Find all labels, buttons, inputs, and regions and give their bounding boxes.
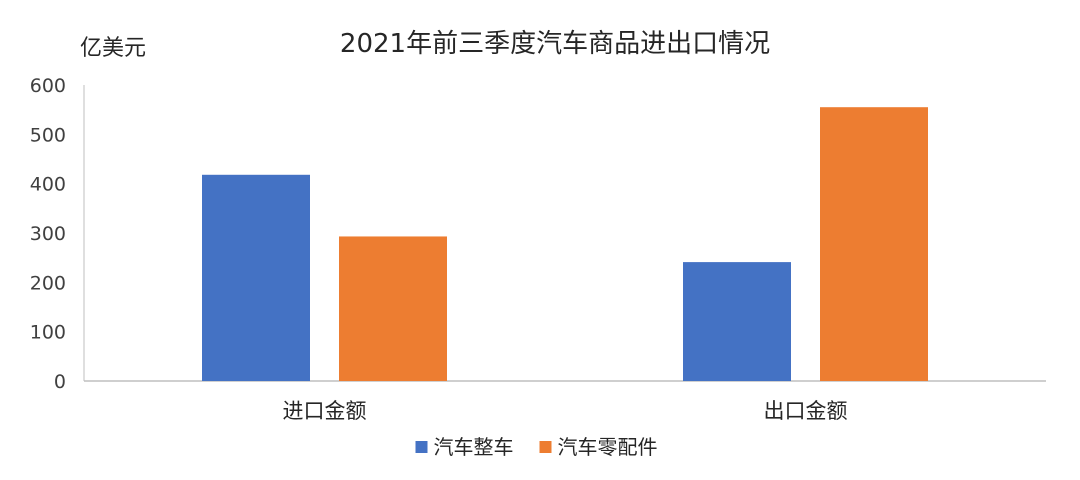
y-tick-label: 200	[30, 272, 66, 294]
y-axis-unit-label: 亿美元	[80, 36, 146, 61]
legend-swatch-vehicle	[415, 441, 428, 453]
x-category-label: 进口金额	[283, 399, 367, 423]
legend: 汽车整车 汽车零配件	[415, 435, 658, 459]
legend-label-parts: 汽车零配件	[558, 435, 658, 459]
bars	[202, 107, 928, 381]
legend-label-vehicle: 汽车整车	[434, 435, 514, 459]
y-tick-label: 300	[30, 223, 66, 245]
legend-swatch-parts	[539, 441, 552, 453]
y-axis: 0 100 200 300 400 500 600	[30, 75, 66, 393]
bar-parts-export	[820, 107, 928, 381]
bar-parts-import	[339, 236, 447, 381]
bar-vehicle-import	[202, 174, 310, 381]
y-tick-label: 100	[30, 322, 66, 344]
y-tick-label: 500	[30, 124, 66, 146]
chart-title: 2021年前三季度汽车商品进出口情况	[340, 29, 770, 59]
y-tick-label: 400	[30, 174, 66, 196]
y-tick-label: 600	[30, 75, 66, 97]
bar-vehicle-export	[683, 262, 791, 381]
x-category-label: 出口金额	[764, 399, 848, 423]
y-tick-label: 0	[54, 371, 66, 393]
x-axis-category-labels: 进口金额 出口金额	[283, 399, 848, 423]
